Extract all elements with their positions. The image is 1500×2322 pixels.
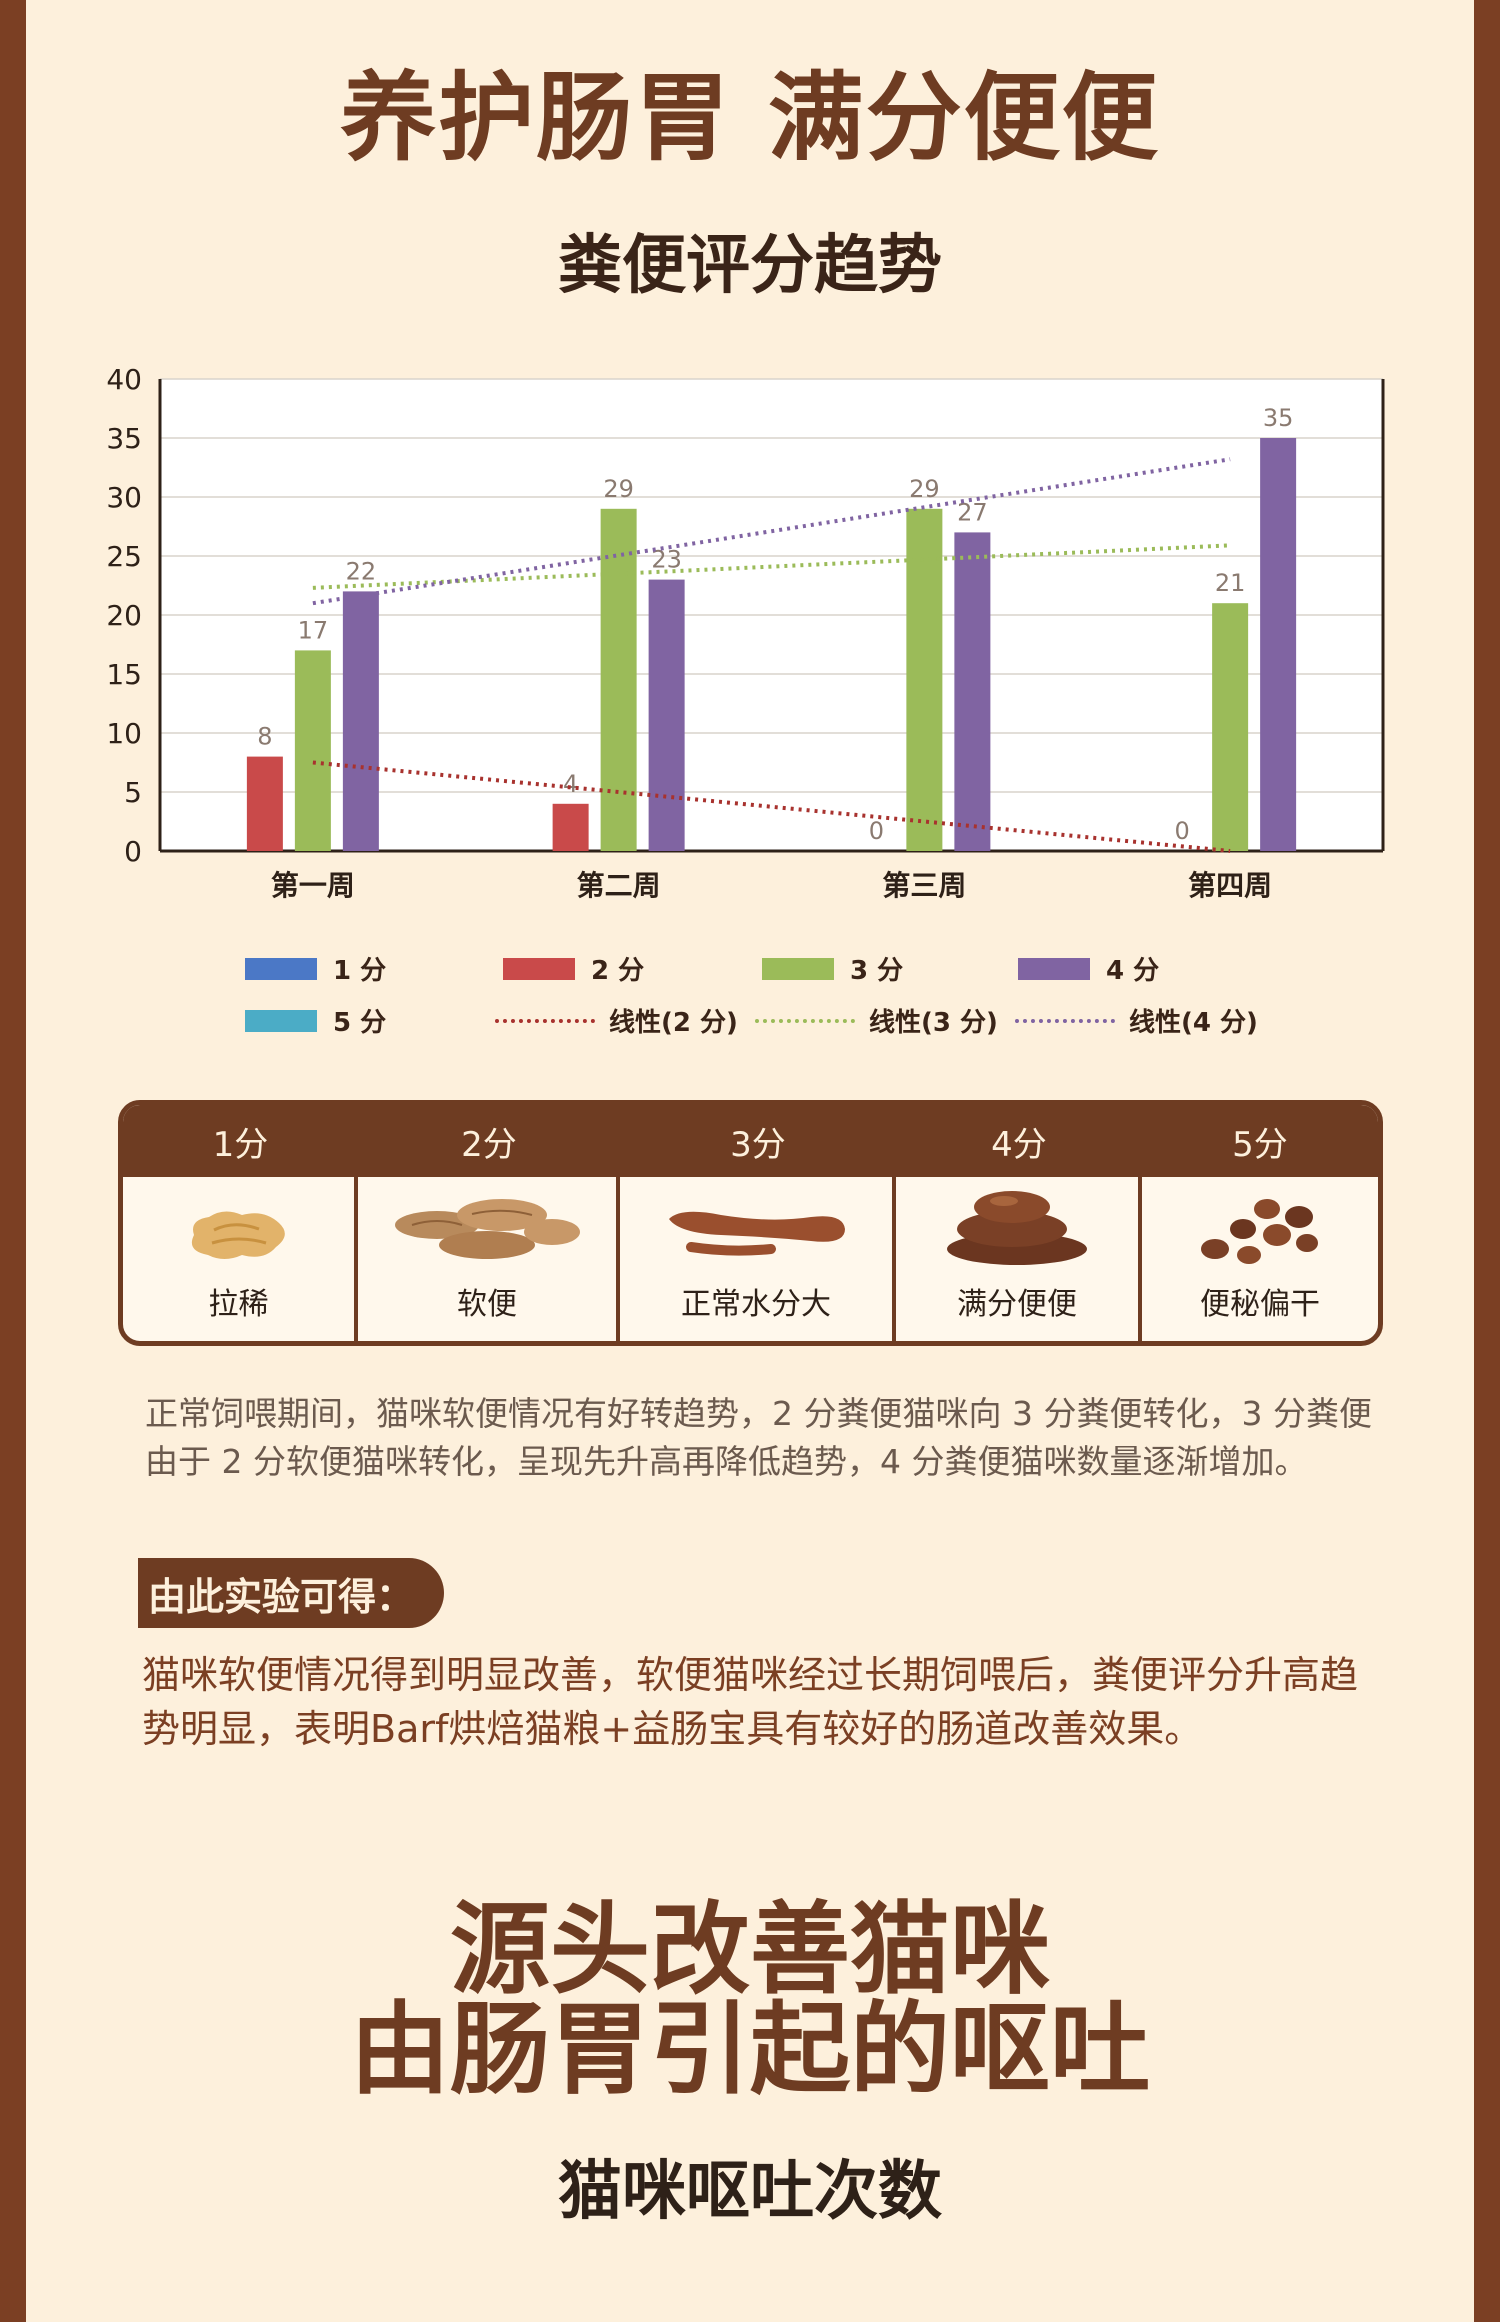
data-label-3分-3: 21 (1215, 569, 1246, 597)
stool-diarrhea-icon (191, 1211, 285, 1259)
legend-trend-line-4 (1015, 1018, 1115, 1023)
section2-title-line2: 由肠胃引起的呕吐 (350, 1991, 1150, 2108)
observation-paragraph: 正常饲喂期间，猫咪软便情况有好转趋势，2 分粪便猫咪向 3 分粪便转化，3 分粪… (145, 1394, 1372, 1481)
bar-3分-3 (1212, 603, 1249, 851)
data-label-4分-1: 23 (651, 546, 682, 574)
y-tick-label-2: 10 (106, 717, 142, 750)
conclusion-tag: 由此实验可得： (138, 1558, 445, 1628)
conclusion-paragraph: 猫咪软便情况得到明显改善，软便猫咪经过长期饲喂后，粪便评分升高趋势明显，表明Ba… (142, 1653, 1359, 1751)
score-cell-3: 正常水分大 (620, 1177, 896, 1341)
score-header-4: 4分 (991, 1124, 1047, 1165)
legend-trend-label-2: 线性(2 分) (609, 1008, 738, 1038)
score-cell-2: 软便 (358, 1177, 620, 1341)
right-border (1474, 0, 1500, 2322)
legend-label-2: 2 分 (591, 956, 645, 986)
legend-swatch-3 (762, 957, 834, 980)
legend-swatch-1 (245, 957, 317, 980)
y-tick-label-0: 0 (124, 835, 142, 868)
score-label-4: 满分便便 (957, 1287, 1077, 1322)
y-tick-label-1: 5 (124, 776, 142, 809)
score-cell-5: 便秘偏干 (1142, 1177, 1378, 1341)
y-tick-label-8: 40 (106, 363, 142, 396)
bar-4分-1 (648, 579, 685, 851)
stool-soft-icon (395, 1199, 580, 1259)
chart-legend: 1 分 2 分 3 分 4 分 5 分 线性(2 分) 线性(3 分) 线性( (0, 940, 1500, 1040)
bar-4分-2 (954, 532, 991, 851)
legend-trend-line-3 (755, 1018, 855, 1023)
legend-label-1: 1 分 (333, 956, 387, 986)
legend-trend-4: 线性(4 分) (1015, 1002, 1258, 1039)
y-tick-label-4: 20 (106, 599, 142, 632)
legend-trend-2: 线性(2 分) (495, 1002, 738, 1039)
data-label-4分-0: 22 (346, 557, 377, 585)
score-cell-1: 拉稀 (123, 1177, 358, 1341)
score-header-1: 1分 (212, 1124, 269, 1165)
stool-constipated-icon (1201, 1199, 1318, 1264)
bar-4分-0 (342, 591, 379, 851)
score-label-2: 软便 (457, 1287, 517, 1322)
bar-2分-0 (246, 756, 283, 851)
legend-trend-line-2 (495, 1018, 595, 1023)
trendline-2 (312, 457, 1231, 606)
bar-3分-1 (600, 508, 637, 851)
score-header-5: 5分 (1232, 1124, 1288, 1165)
bar-3分-0 (294, 650, 331, 851)
section2-subtitle: 猫咪呕吐次数 (558, 2155, 942, 2229)
score-label-5: 便秘偏干 (1200, 1287, 1320, 1322)
legend-item-5: 5 分 (245, 1002, 386, 1039)
x-tick-label-2: 第三周 (882, 869, 966, 902)
legend-swatch-4 (1018, 957, 1090, 980)
score-label-1: 拉稀 (208, 1287, 269, 1322)
x-tick-label-0: 第一周 (271, 869, 355, 902)
y-tick-label-7: 35 (106, 422, 142, 455)
data-label-3分-1: 29 (603, 475, 634, 503)
x-tick-label-3: 第四周 (1188, 869, 1272, 902)
legend-item-1: 1 分 (245, 950, 386, 987)
legend-trend-label-3: 线性(3 分) (869, 1008, 998, 1038)
legend-item-4: 4 分 (1018, 950, 1159, 987)
score-cell-4: 满分便便 (896, 1177, 1142, 1341)
legend-swatch-5 (245, 1009, 317, 1032)
data-label-2分-3: 0 (1174, 817, 1189, 845)
legend-item-2: 2 分 (503, 950, 644, 987)
legend-swatch-2 (503, 957, 575, 980)
page-title: 养护肠胃 满分便便 (340, 62, 1160, 174)
bar-3分-2 (906, 508, 943, 851)
bar-2分-1 (552, 803, 589, 851)
score-table-body: 拉稀 软便 正常水分大 (123, 1177, 1378, 1341)
score-table-header: 1分 2分 3分 4分 5分 (123, 1105, 1378, 1177)
stool-perfect-icon (947, 1191, 1087, 1265)
legend-trend-3: 线性(3 分) (755, 1002, 998, 1039)
x-tick-label-1: 第二周 (577, 869, 661, 902)
data-label-2分-0: 8 (257, 723, 272, 751)
data-label-3分-0: 17 (298, 616, 329, 644)
chart-title: 粪便评分趋势 (558, 229, 942, 303)
score-label-3: 正常水分大 (681, 1287, 831, 1322)
y-tick-label-6: 30 (106, 481, 142, 514)
legend-label-4: 4 分 (1106, 956, 1160, 986)
data-label-2分-2: 0 (869, 817, 884, 845)
data-label-2分-1: 4 (563, 770, 578, 798)
y-tick-label-3: 15 (106, 658, 142, 691)
bar-4分-3 (1260, 438, 1297, 851)
legend-item-3: 3 分 (762, 950, 903, 987)
left-border (0, 0, 26, 2322)
legend-trend-label-4: 线性(4 分) (1129, 1008, 1258, 1038)
stool-score-table: 1分 2分 3分 4分 5分 拉稀 (118, 1100, 1383, 1346)
section2-title-line1: 源头改善猫咪 (450, 1891, 1050, 2008)
legend-label-5: 5 分 (333, 1008, 387, 1038)
score-header-2: 2分 (461, 1124, 517, 1165)
trendline-0 (312, 760, 1231, 853)
data-label-3分-2: 29 (909, 475, 940, 503)
y-tick-label-5: 25 (106, 540, 142, 573)
score-header-3: 3分 (730, 1124, 786, 1165)
data-label-4分-3: 35 (1263, 404, 1294, 432)
legend-label-3: 3 分 (850, 956, 904, 986)
stool-normal-icon (669, 1211, 845, 1256)
stool-score-chart: 0 5 10 15 20 25 30 35 40 第一周 第二周 第三周 第四周 8 4 0 0 17 29 29 21… (80, 355, 1420, 1035)
